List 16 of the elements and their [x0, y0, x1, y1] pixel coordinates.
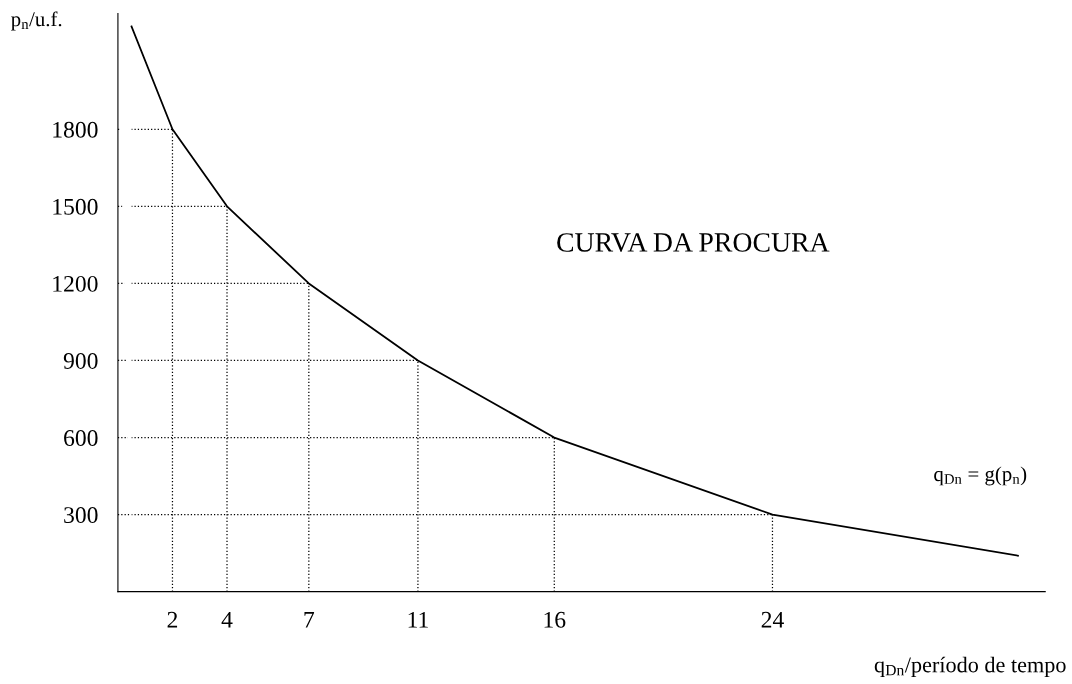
y-tick-label: 1800 [53, 121, 98, 138]
annotation: CURVA DA PROCURA [557, 233, 830, 252]
y-tick-label: 600 [64, 430, 98, 446]
x-tick-label: 4 [221, 611, 233, 628]
x-tick-label: 16 [544, 611, 566, 628]
annotation: q$_{Dn}$ = g(p$_{n}$) [934, 466, 1027, 486]
y-tick-label: 1200 [53, 275, 98, 292]
x-tick-label: 11 [408, 611, 428, 628]
y-tick-label: 900 [63, 352, 98, 369]
y-tick-label: 300 [64, 507, 98, 524]
x-tick-label: 24 [761, 611, 784, 628]
x-tick-label: 7 [304, 612, 315, 628]
y-tick-label: 1500 [53, 198, 98, 215]
y-axis-title: p$_{n}$/u.f. [11, 11, 62, 31]
x-tick-label: 2 [167, 611, 178, 628]
x-axis-title: q$_{Dn}$/período de tempo [874, 656, 1066, 677]
